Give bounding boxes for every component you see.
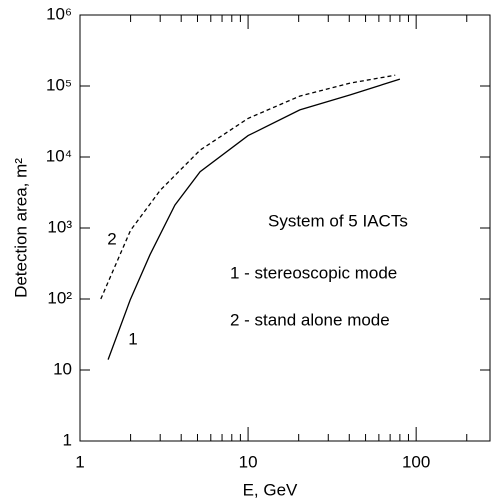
y-tick-label: 10² — [47, 288, 72, 307]
x-tick-label: 1 — [75, 452, 84, 471]
y-tick-label: 10⁶ — [46, 4, 72, 23]
y-tick-label: 10⁵ — [46, 75, 72, 94]
series-line — [100, 74, 396, 300]
x-tick-label: 10 — [239, 452, 258, 471]
annotation: 1 - stereoscopic mode — [230, 263, 397, 282]
x-axis-label: E, GeV — [243, 480, 298, 499]
y-tick-label: 10 — [53, 359, 72, 378]
series-label: 2 — [107, 229, 116, 248]
y-tick-label: 1 — [63, 430, 72, 449]
y-tick-label: 10³ — [47, 217, 72, 236]
series-label: 1 — [128, 329, 137, 348]
y-axis-label: Detection area, m² — [11, 158, 30, 298]
annotation: System of 5 IACTs — [268, 211, 408, 230]
series-line — [107, 78, 401, 360]
annotation: 2 - stand alone mode — [230, 310, 390, 329]
x-tick-label: 100 — [402, 452, 430, 471]
y-tick-label: 10⁴ — [46, 146, 72, 165]
